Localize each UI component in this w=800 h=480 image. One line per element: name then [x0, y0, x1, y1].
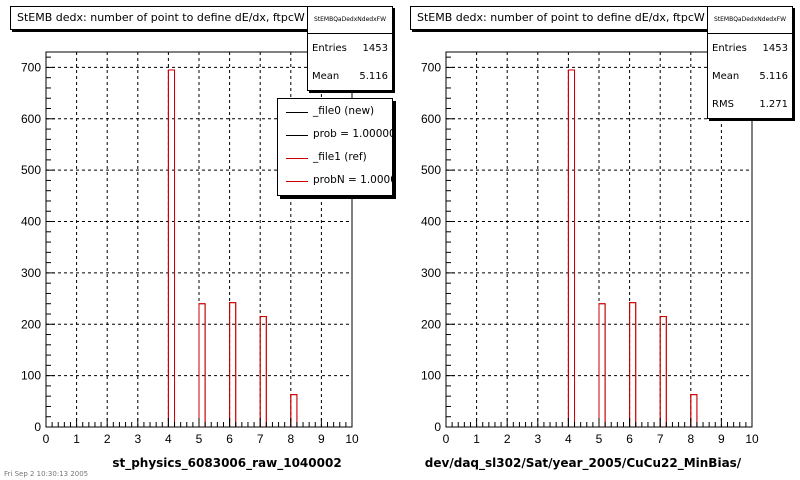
x-axis-title: dev/daq_sl302/Sat/year_2005/CuCu22_MinBi… — [424, 456, 742, 470]
stats-row-entries: Entries 1453 — [308, 34, 392, 62]
x-tick-label: 3 — [134, 432, 141, 446]
x-tick-label: 7 — [257, 432, 264, 446]
histogram-bar — [198, 303, 206, 428]
stats-label: RMS — [712, 99, 734, 110]
legend-label: prob = 1.000000 — [313, 128, 392, 140]
legend-line-swatch — [286, 181, 308, 182]
y-tick-label: 700 — [21, 60, 41, 74]
x-tick-label: 1 — [473, 432, 480, 446]
stats-box: StEMBQaDedxNdedxFW Entries 1453 Mean 5.1… — [307, 6, 393, 91]
y-tick-label: 500 — [21, 163, 41, 177]
stats-value: 1453 — [762, 43, 788, 54]
histogram-bar — [259, 316, 267, 428]
x-tick-label: 6 — [626, 432, 633, 446]
stats-box: StEMBQaDedxNdedxFW Entries 1453 Mean 5.1… — [707, 6, 793, 119]
legend-entry-probn: probN = 1.000000 — [278, 170, 392, 192]
x-tick-label: 2 — [104, 432, 111, 446]
legend-entry-file0: _file0 (new) — [278, 101, 392, 123]
y-tick-label: 400 — [21, 215, 41, 229]
x-tick-label: 9 — [318, 432, 325, 446]
histogram-bar — [659, 316, 667, 428]
histogram-bar — [567, 69, 576, 428]
stats-row-mean: Mean 5.116 — [308, 62, 392, 90]
stats-value: 1.271 — [759, 99, 788, 110]
histogram-title: StEMB dedx: number of point to define dE… — [410, 6, 712, 30]
stats-value: 5.116 — [359, 71, 388, 82]
y-tick-label: 500 — [421, 163, 441, 177]
y-tick-label: 200 — [421, 317, 441, 331]
timestamp-footer: Fri Sep 2 10:30:13 2005 — [4, 470, 89, 478]
x-tick-label: 1 — [73, 432, 80, 446]
histogram-bar — [290, 394, 298, 428]
x-tick-label: 5 — [596, 432, 603, 446]
x-tick-label: 5 — [196, 432, 203, 446]
histogram-bar — [167, 69, 176, 428]
stats-label: Mean — [312, 71, 340, 82]
y-tick-label: 300 — [421, 266, 441, 280]
y-tick-label: 300 — [21, 266, 41, 280]
stats-value: 1453 — [362, 43, 388, 54]
legend-label: probN = 1.000000 — [313, 174, 392, 186]
x-tick-label: 10 — [745, 432, 759, 446]
histogram-bar — [629, 302, 637, 428]
stats-histogram-name: StEMBQaDedxNdedxFW — [708, 7, 792, 34]
y-tick-label: 400 — [421, 215, 441, 229]
x-tick-label: 2 — [504, 432, 511, 446]
legend: _file0 (new) prob = 1.000000 _file1 (ref… — [277, 98, 393, 196]
legend-entry-prob: prob = 1.000000 — [278, 124, 392, 146]
stats-label: Entries — [312, 43, 347, 54]
stats-label: Entries — [712, 43, 747, 54]
legend-line-swatch — [286, 112, 308, 113]
y-tick-label: 100 — [21, 369, 41, 383]
y-tick-label: 600 — [421, 112, 441, 126]
x-tick-label: 6 — [226, 432, 233, 446]
x-tick-label: 8 — [687, 432, 694, 446]
y-tick-label: 700 — [421, 60, 441, 74]
x-tick-label: 4 — [565, 432, 572, 446]
y-tick-label: 200 — [21, 317, 41, 331]
y-tick-label: 0 — [434, 420, 441, 434]
x-tick-label: 7 — [657, 432, 664, 446]
stats-row-mean: Mean 5.116 — [708, 62, 792, 90]
legend-line-swatch — [286, 135, 308, 136]
histogram-panel-left: 0 1 2 3 4 5 6 7 8 9 10 0 100 200 300 400 500 600 700 StEMB… — [4, 6, 393, 478]
histogram-title: StEMB dedx: number of point to define dE… — [10, 6, 312, 30]
x-tick-label: 0 — [443, 432, 450, 446]
x-tick-label: 10 — [345, 432, 359, 446]
legend-label: _file1 (ref) — [313, 151, 367, 163]
x-tick-label: 0 — [43, 432, 50, 446]
x-tick-label: 9 — [718, 432, 725, 446]
stats-value: 5.116 — [759, 71, 788, 82]
histogram-panel-right: 0 1 2 3 4 5 6 7 8 9 10 0 100 200 300 400 500 600 700 StEMB… — [400, 0, 800, 480]
histogram-bar — [690, 394, 698, 428]
stats-label: Mean — [712, 71, 740, 82]
x-tick-label: 3 — [534, 432, 541, 446]
stats-histogram-name: StEMBQaDedxNdedxFW — [308, 7, 392, 34]
y-tick-label: 600 — [21, 112, 41, 126]
x-tick-label: 8 — [287, 432, 294, 446]
x-tick-label: 4 — [165, 432, 172, 446]
stats-row-rms: RMS 1.271 — [708, 90, 792, 118]
y-tick-label: 100 — [421, 369, 441, 383]
legend-entry-file1: _file1 (ref) — [278, 147, 392, 169]
stats-row-entries: Entries 1453 — [708, 34, 792, 62]
y-tick-label: 0 — [34, 420, 41, 434]
legend-line-swatch — [286, 158, 308, 159]
x-axis-title: st_physics_6083006_raw_1040002 — [112, 456, 342, 470]
histogram-bar — [598, 303, 606, 428]
legend-label: _file0 (new) — [313, 105, 375, 117]
histogram-bar — [229, 302, 237, 428]
